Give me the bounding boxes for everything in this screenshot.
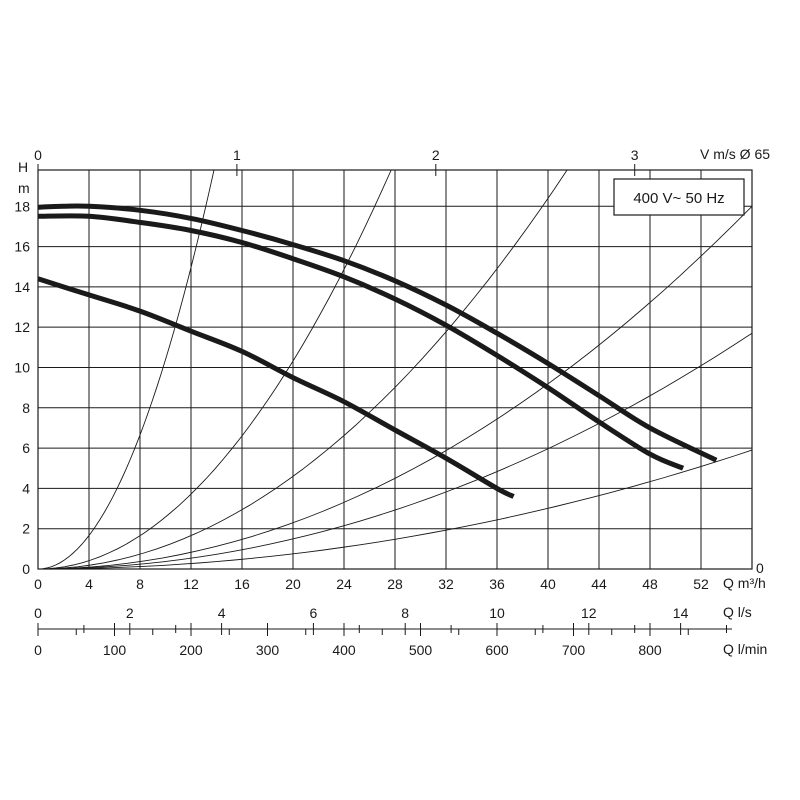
system-curve (37, 169, 215, 570)
x-tick-label: 28 (387, 576, 403, 592)
top-tick-label: 2 (432, 147, 440, 163)
pump-curve (37, 213, 685, 471)
legend-box: 400 V~ 50 Hz (613, 178, 745, 216)
secondary-axis-lmin: 0 100 200 300 400 500 600 700 800 Q l/min (34, 623, 767, 658)
x-tick-label: 20 (285, 576, 301, 592)
system-curve (37, 169, 392, 570)
x-tick-label: 4 (85, 576, 93, 592)
legend-box-frame (613, 178, 745, 216)
ls-tick-label: 6 (310, 605, 318, 621)
y-tick-label: 18 (14, 198, 30, 214)
x-tick-label: 40 (540, 576, 556, 592)
ls-tick-label: 4 (218, 605, 226, 621)
ls-tick-label: 12 (581, 605, 597, 621)
ls-tick-label: 14 (673, 605, 689, 621)
x-tick-label: 0 (34, 576, 42, 592)
x-axis-label: Q m³/h (723, 575, 766, 591)
ls-tick-label: 2 (126, 605, 134, 621)
top-tick-label: 0 (34, 147, 42, 163)
lmin-tick-label: 700 (562, 642, 586, 658)
lmin-tick-label: 600 (485, 642, 509, 658)
system-curve (37, 205, 753, 570)
y-tick-label: 8 (22, 400, 30, 416)
x-tick-label: 32 (438, 576, 454, 592)
pump-curve (37, 203, 718, 463)
y-tick-label: 6 (22, 440, 30, 456)
lmin-tick-label: 500 (409, 642, 433, 658)
lmin-tick-label: 200 (179, 642, 203, 658)
top-tick-label: 3 (631, 147, 639, 163)
lmin-tick-label: 400 (332, 642, 356, 658)
ls-tick-label: 8 (401, 605, 409, 621)
ls-tick-label: 0 (34, 605, 42, 621)
x-tick-label: 16 (234, 576, 250, 592)
x-tick-label: 44 (591, 576, 607, 592)
x-tick-label: 48 (642, 576, 658, 592)
x-tick-label: 52 (693, 576, 709, 592)
x-tick-label: 12 (183, 576, 199, 592)
lmin-tick-label: 800 (638, 642, 662, 658)
x-tick-label: 8 (136, 576, 144, 592)
x-tick-label: 36 (489, 576, 505, 592)
y-tick-label: 0 (22, 561, 30, 577)
x-tick-labels: 0 4 8 12 16 20 24 28 32 36 40 44 48 52 (34, 576, 709, 592)
top-tick-label: 1 (233, 147, 241, 163)
y-axis-label-m: m (18, 180, 30, 196)
system-curves (37, 169, 753, 570)
plot-frame (37, 169, 753, 570)
ls-axis-label: Q l/s (723, 604, 752, 620)
top-tick-labels: 01234 (34, 147, 639, 163)
x-tick-label: 24 (336, 576, 352, 592)
lmin-axis-label: Q l/min (723, 641, 767, 657)
y-tick-label: 10 (14, 359, 30, 375)
pump-curve (37, 276, 515, 499)
top-axis-label: V m/s Ø 65 (700, 146, 770, 162)
y-tick-label: 12 (14, 319, 30, 335)
system-curve (37, 449, 753, 570)
system-curve (37, 332, 753, 570)
lmin-tick-label: 100 (103, 642, 127, 658)
legend-box-text: 400 V~ 50 Hz (633, 190, 724, 207)
y-tick-label: 14 (14, 279, 30, 295)
y-tick-labels: 0 2 4 6 8 10 12 14 16 18 (14, 198, 30, 577)
system-curve (37, 169, 568, 570)
pump-curves (37, 203, 718, 499)
y-axis-label-h: H (18, 159, 28, 175)
right-zero-label: 0 (756, 560, 764, 576)
secondary-axis-ls: 0 2 4 6 8 10 12 14 Q l/s (34, 604, 752, 635)
lmin-tick-label: 0 (34, 642, 42, 658)
ls-tick-label: 10 (489, 605, 505, 621)
y-tick-label: 16 (14, 239, 30, 255)
lmin-tick-label: 300 (256, 642, 280, 658)
y-tick-label: 2 (22, 521, 30, 537)
y-tick-label: 4 (22, 480, 30, 496)
lmin-ticks: 0 100 200 300 400 500 600 700 800 (34, 623, 689, 658)
ls-ticks: 0 2 4 6 8 10 12 14 (34, 605, 727, 635)
